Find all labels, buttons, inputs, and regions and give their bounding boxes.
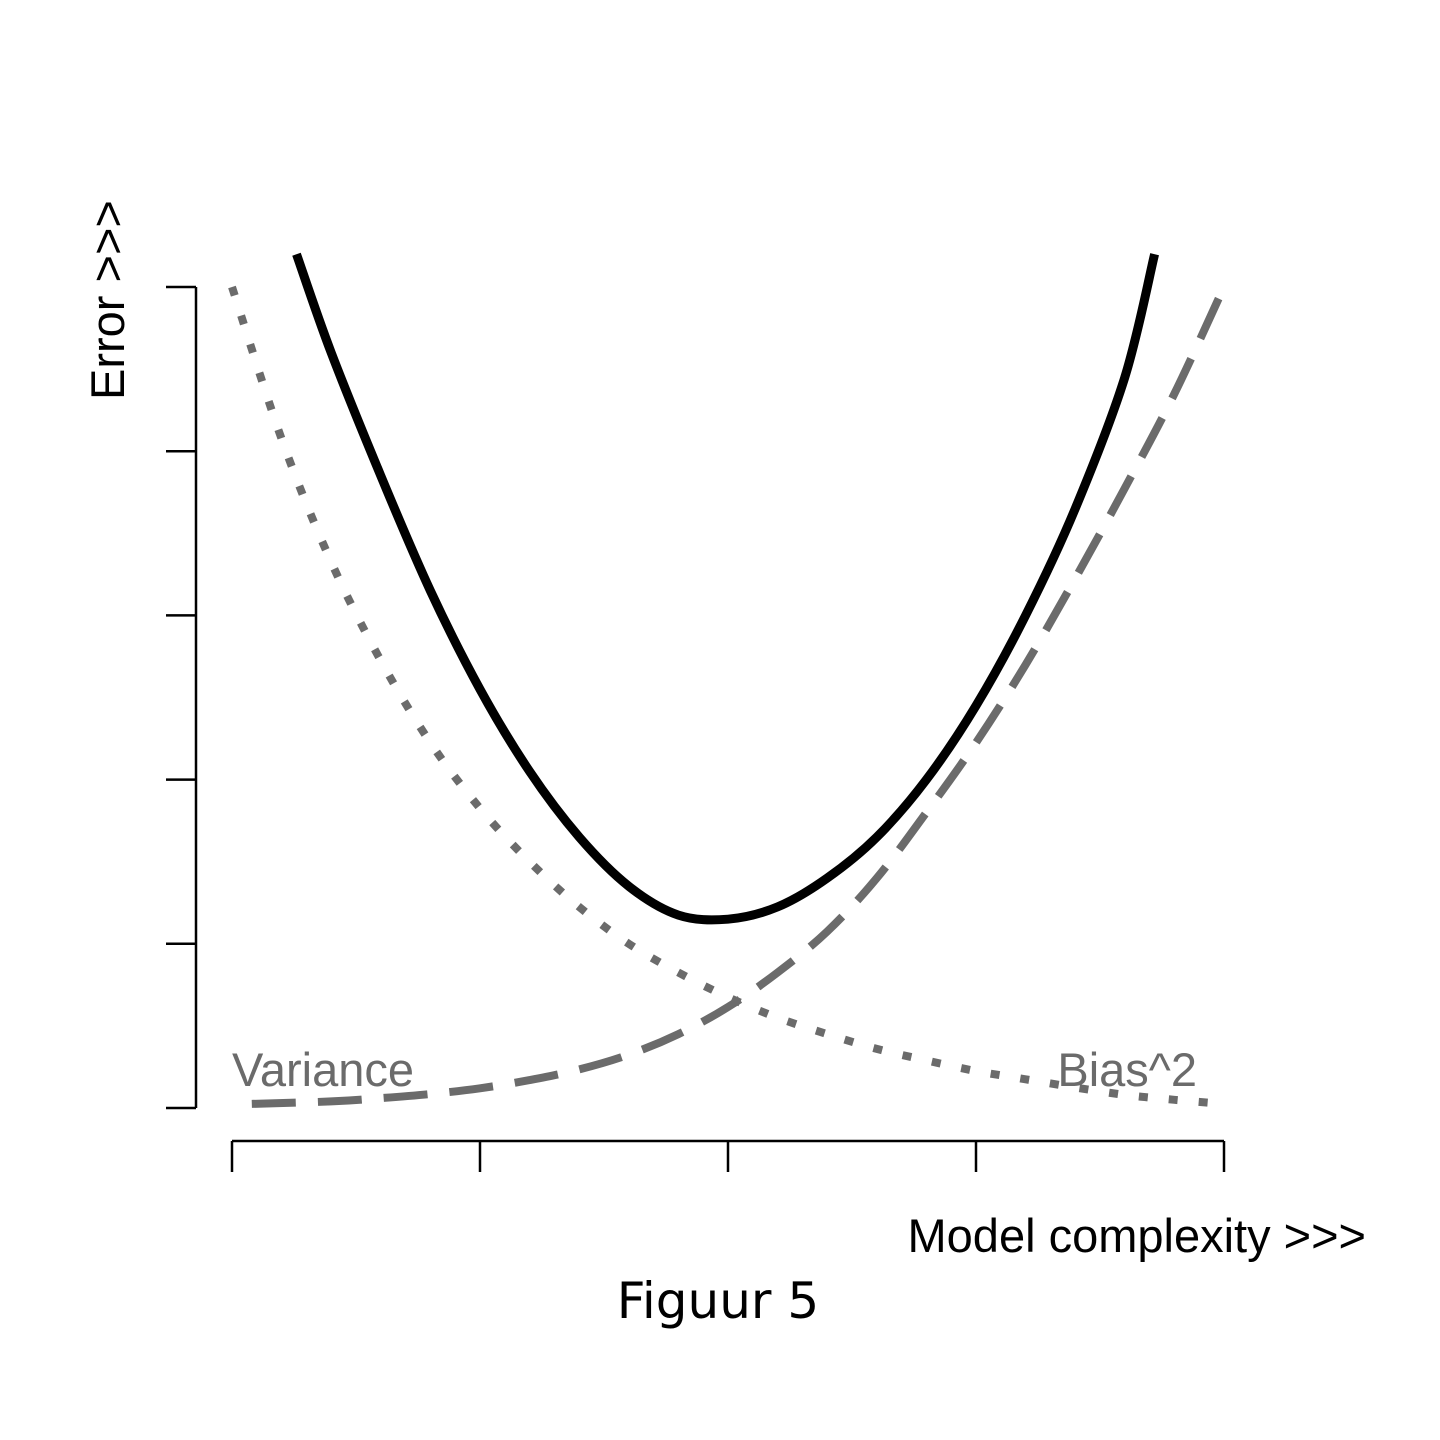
x-axis	[230, 1139, 1226, 1172]
bias-squared-label: Bias^2	[1057, 1043, 1197, 1096]
annotation-layer: Variance Bias^2	[232, 1043, 1197, 1096]
figure-caption: Figuur 5	[617, 1272, 819, 1330]
y-axis	[166, 285, 198, 1110]
x-axis-label: Model complexity >>>	[908, 1209, 1366, 1262]
total-error-line	[292, 252, 1159, 925]
bias-squared-line	[251, 285, 1228, 1108]
y-axis-label: Error >>>	[81, 200, 134, 400]
variance-label: Variance	[232, 1043, 414, 1096]
variance-line	[228, 285, 1225, 1108]
series-layer	[228, 252, 1228, 1108]
